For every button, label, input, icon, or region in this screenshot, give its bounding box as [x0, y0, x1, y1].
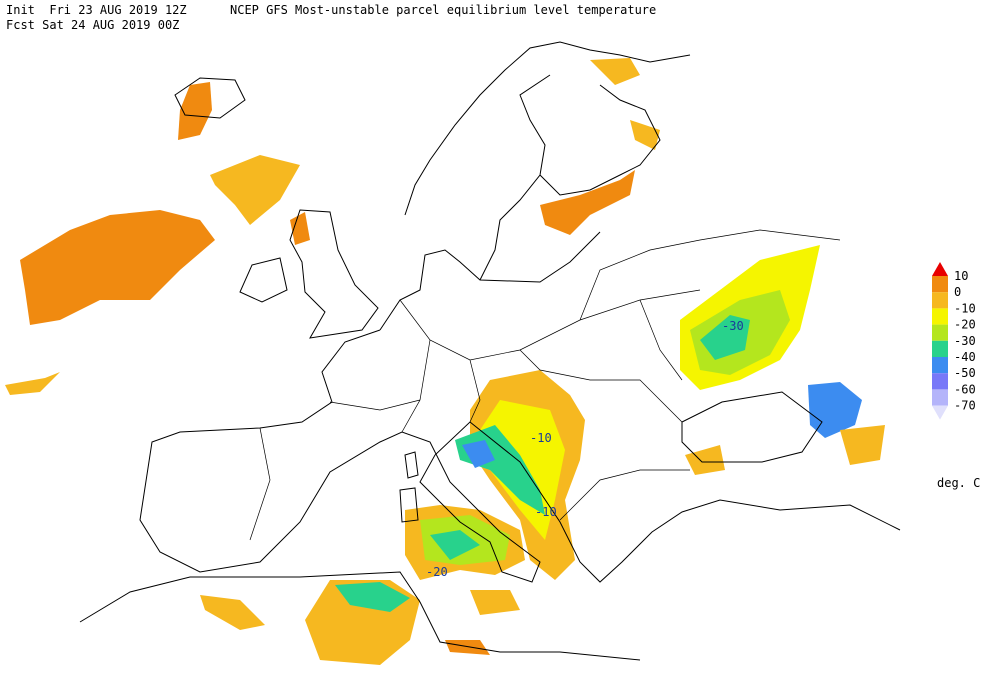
field-east-sea-rim — [840, 425, 885, 465]
field-scotland — [290, 212, 310, 245]
legend-label: 10 — [954, 269, 968, 283]
legend-swatch — [932, 324, 948, 341]
legend-label: 0 — [954, 285, 961, 299]
forecast-time: Fcst Sat 24 AUG 2019 00Z — [6, 18, 179, 32]
field-tunisia — [470, 590, 520, 615]
legend-label: -50 — [954, 366, 976, 380]
field-algeria — [200, 595, 265, 630]
coastlines — [79, 41, 901, 661]
legend-swatch — [932, 292, 948, 309]
coast-great-britain — [289, 209, 379, 339]
contour-label: -20 — [426, 565, 448, 579]
legend-swatch — [932, 340, 948, 357]
legend-label: -20 — [954, 318, 976, 332]
legend-swatch — [932, 308, 948, 325]
coast-sardinia — [399, 451, 419, 523]
coast-iceland — [174, 77, 246, 119]
legend-label: -70 — [954, 399, 976, 413]
legend-swatch — [932, 276, 948, 293]
legend-swatch — [932, 373, 948, 390]
contour-label: -10 — [535, 505, 557, 519]
field-iceland — [178, 82, 212, 140]
legend-label: -30 — [954, 334, 976, 348]
legend-swatch — [932, 405, 948, 420]
field-libya — [445, 640, 490, 655]
field-atlantic — [20, 210, 215, 325]
legend-swatch — [932, 262, 948, 276]
field-kola — [590, 58, 660, 150]
coast-black-sea — [681, 391, 823, 463]
country-borders — [249, 229, 841, 541]
contour-label: -10 — [530, 431, 552, 445]
field-adriatic-blue — [462, 440, 495, 468]
contour-label: -30 — [722, 319, 744, 333]
legend-label: -60 — [954, 382, 976, 396]
borders — [249, 229, 841, 541]
coast-africa — [79, 571, 641, 661]
field-turkey — [685, 445, 725, 475]
init-time: Init Fri 23 AUG 2019 12Z — [6, 3, 187, 17]
field-east-sea — [808, 382, 862, 438]
legend-swatch — [932, 389, 948, 406]
field-finland — [540, 170, 635, 235]
legend-swatch — [932, 357, 948, 374]
legend-label: -10 — [954, 301, 976, 315]
coast-mainland — [139, 231, 901, 583]
legend-label: -40 — [954, 350, 976, 364]
shaded-fields — [5, 58, 885, 665]
contour-labels: -30 -10 -10 -20 — [426, 319, 744, 579]
legend-unit: deg. C — [937, 476, 980, 490]
field-azores — [5, 372, 60, 395]
field-italy-teal — [430, 530, 480, 560]
map-title: NCEP GFS Most-unstable parcel equilibriu… — [230, 3, 656, 17]
legend: 10 0 -10 -20 -30 -40 -50 -60 -70 — [932, 262, 976, 420]
field-ukraine-teal — [700, 315, 750, 360]
field-north-africa-teal — [335, 582, 410, 612]
coast-ireland — [239, 257, 288, 303]
coast-scandinavia — [404, 41, 691, 281]
field-atlantic-yellow — [210, 155, 300, 225]
